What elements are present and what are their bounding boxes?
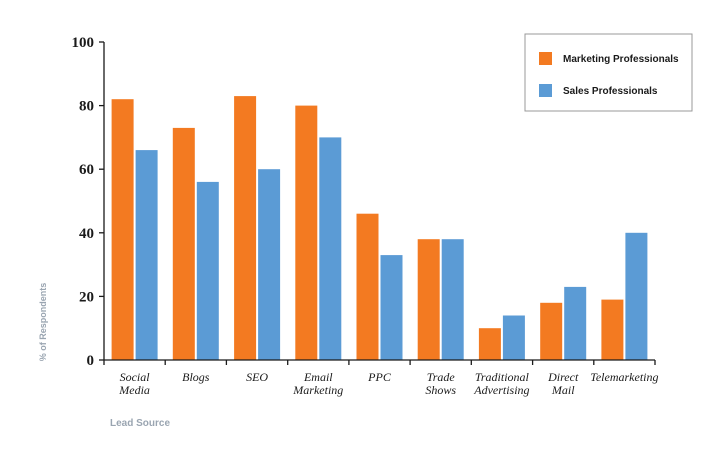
x-category-label: PPC (367, 370, 392, 384)
x-category-label: Blogs (182, 370, 210, 384)
y-tick-label: 100 (72, 35, 95, 51)
bar-marketing-email-marketing (295, 105, 318, 360)
y-tick-label: 0 (87, 353, 95, 369)
bar-marketing-telemarketing (601, 299, 624, 360)
y-tick-labels: 0 20 40 60 80 100 (72, 35, 104, 369)
legend-label-marketing: Marketing Professionals (563, 54, 679, 65)
bar-sales-traditional-advertising (502, 315, 525, 360)
bar-sales-trade-shows (441, 239, 464, 360)
legend-box (524, 33, 693, 112)
bar-sales-social-media (135, 150, 158, 360)
bar-marketing-blogs (172, 127, 195, 361)
x-category-label: Direct Mail (547, 370, 579, 397)
bars-layer (111, 96, 648, 361)
bar-sales-telemarketing (625, 232, 648, 360)
bar-sales-ppc (380, 255, 403, 360)
x-category-label: Telemarketing (590, 370, 658, 384)
bar-marketing-seo (234, 96, 257, 360)
bar-sales-seo (258, 169, 281, 360)
legend-label-sales: Sales Professionals (563, 86, 658, 97)
y-tick-label: 40 (79, 226, 94, 242)
bar-sales-blogs (196, 181, 219, 360)
legend: Marketing Professionals Sales Profession… (524, 33, 693, 112)
x-category-label: SEO (246, 370, 268, 384)
y-tick-label: 80 (79, 99, 94, 115)
x-category-label: Trade Shows (425, 370, 456, 397)
bar-marketing-direct-mail (540, 302, 563, 360)
x-category-label: Social Media (118, 370, 150, 397)
x-category-labels: Social Media Blogs SEO Email Marketing PPC Trad… (103, 360, 659, 397)
bar-marketing-social-media (111, 99, 134, 360)
legend-swatch-marketing (539, 52, 552, 65)
bar-sales-direct-mail (564, 286, 587, 360)
x-category-label: Email Marketing (292, 370, 343, 397)
bar-marketing-trade-shows (417, 239, 440, 360)
x-category-label: Traditional Advertising (473, 370, 529, 397)
legend-swatch-sales (539, 84, 552, 97)
axis-layer (103, 42, 655, 361)
bar-sales-email-marketing (319, 137, 342, 360)
bar-marketing-traditional-advertising (478, 328, 501, 360)
x-axis-label: Lead Source (110, 418, 170, 429)
bar-marketing-ppc (356, 213, 379, 360)
y-tick-label: 20 (79, 289, 94, 305)
y-tick-label: 60 (79, 162, 94, 178)
y-axis-label: % of Respondents (38, 283, 48, 362)
